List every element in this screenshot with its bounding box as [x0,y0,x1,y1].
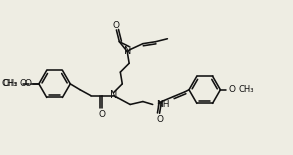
Text: CH₃: CH₃ [3,79,18,88]
Text: N: N [124,46,131,57]
Text: O: O [228,85,235,94]
Text: CH₃: CH₃ [238,85,253,94]
Text: N: N [110,90,117,100]
Text: O: O [24,79,31,88]
Text: NH: NH [156,100,169,109]
Text: O: O [156,115,163,124]
Text: O: O [98,110,105,119]
Text: CH₃: CH₃ [2,79,17,88]
Text: O: O [19,79,26,88]
Text: O: O [113,20,120,29]
